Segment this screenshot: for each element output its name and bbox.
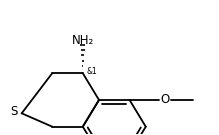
Text: S: S	[10, 105, 18, 118]
Text: O: O	[160, 93, 170, 107]
Text: NH₂: NH₂	[72, 34, 94, 47]
Text: &1: &1	[87, 67, 97, 76]
